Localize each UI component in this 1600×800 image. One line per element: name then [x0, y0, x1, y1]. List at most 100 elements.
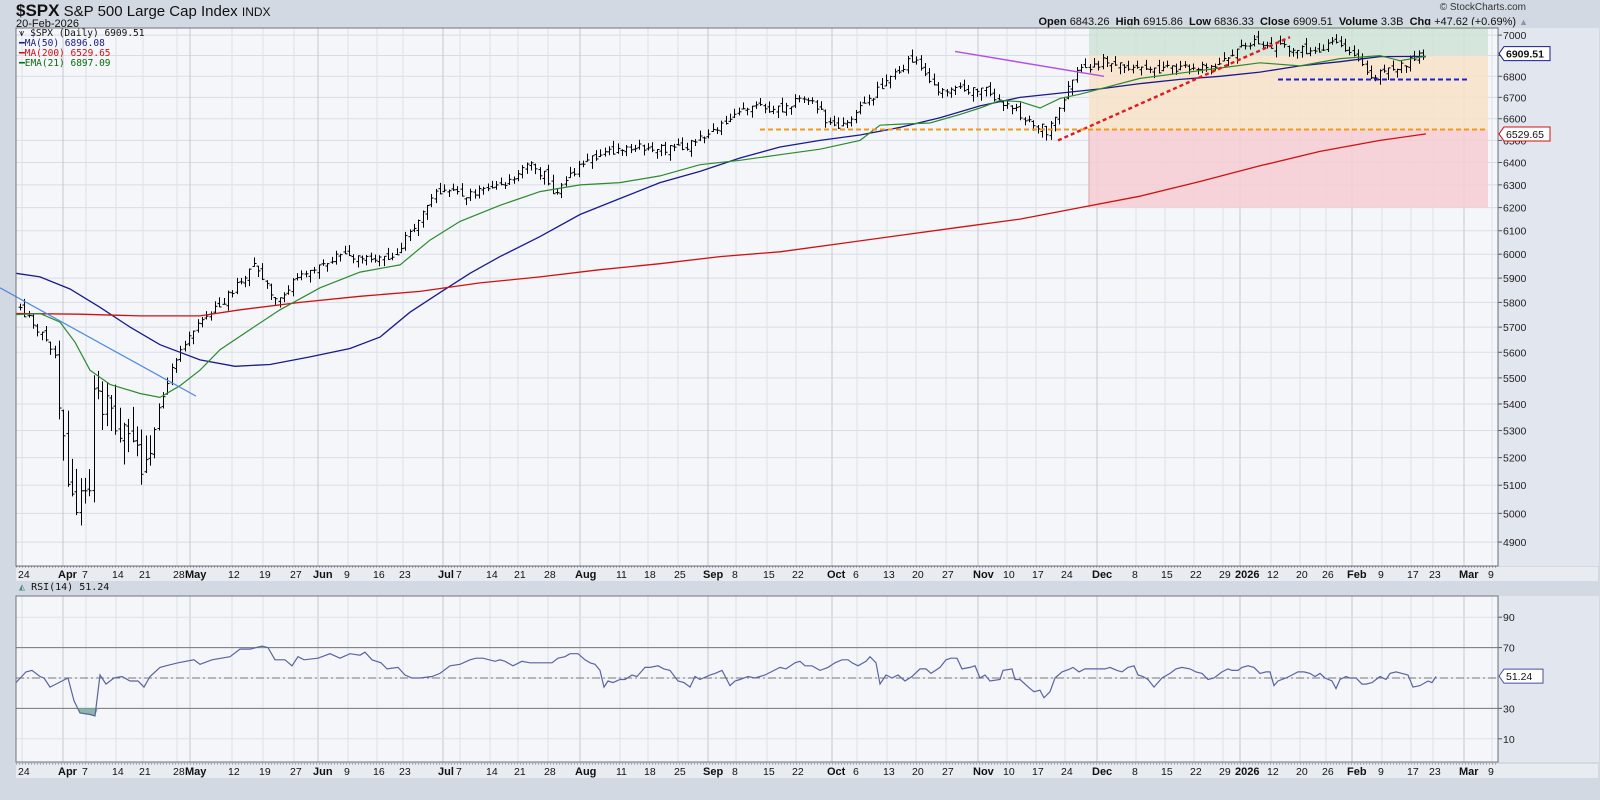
svg-text:8: 8	[732, 569, 738, 581]
svg-text:6: 6	[853, 569, 859, 581]
svg-text:70: 70	[1503, 643, 1515, 655]
svg-text:16: 16	[373, 766, 385, 778]
svg-text:8: 8	[1132, 766, 1138, 778]
svg-text:2026: 2026	[1235, 569, 1259, 581]
svg-text:5800: 5800	[1503, 297, 1527, 309]
svg-text:9: 9	[1378, 766, 1384, 778]
svg-text:6100: 6100	[1503, 226, 1527, 238]
svg-text:17: 17	[1407, 569, 1419, 581]
svg-text:23: 23	[1429, 569, 1441, 581]
svg-text:15: 15	[1161, 766, 1173, 778]
svg-text:23: 23	[399, 766, 411, 778]
svg-text:20: 20	[1296, 569, 1308, 581]
svg-text:May: May	[185, 766, 207, 778]
svg-text:Aug: Aug	[575, 766, 596, 778]
svg-text:15: 15	[763, 569, 775, 581]
chart-title: $SPX S&P 500 Large Cap Index INDX	[16, 1, 271, 21]
svg-text:10: 10	[1003, 766, 1015, 778]
legend-price-text: $SPX (Daily) 6909.51	[30, 28, 145, 39]
svg-text:17: 17	[1032, 569, 1044, 581]
svg-text:17: 17	[1032, 766, 1044, 778]
bar-chart-icon: ⩛	[19, 28, 25, 39]
svg-text:9: 9	[1488, 569, 1494, 581]
svg-text:27: 27	[290, 766, 302, 778]
svg-text:16: 16	[373, 569, 385, 581]
rsi-legend: ◭ RSI(14) 51.24	[19, 582, 109, 593]
svg-text:7: 7	[456, 569, 462, 581]
svg-text:29: 29	[1219, 569, 1231, 581]
svg-text:Sep: Sep	[703, 569, 723, 581]
svg-text:Mar: Mar	[1459, 766, 1479, 778]
svg-text:6529.65: 6529.65	[1506, 129, 1544, 141]
svg-text:6: 6	[853, 766, 859, 778]
symbol: $SPX	[16, 1, 60, 20]
legend-ma50-text: MA(50) 6896.08	[24, 38, 105, 49]
svg-text:Dec: Dec	[1092, 766, 1112, 778]
chart-date: 20-Feb-2026	[16, 18, 79, 30]
svg-text:22: 22	[1190, 766, 1202, 778]
svg-text:21: 21	[139, 569, 151, 581]
open-label: Open	[1038, 16, 1067, 28]
svg-text:24: 24	[1061, 569, 1073, 581]
svg-text:5900: 5900	[1503, 273, 1527, 285]
svg-text:6400: 6400	[1503, 157, 1527, 169]
svg-text:6700: 6700	[1503, 92, 1527, 104]
svg-text:13: 13	[883, 569, 895, 581]
svg-text:19: 19	[259, 569, 271, 581]
svg-text:24: 24	[1061, 766, 1073, 778]
svg-text:29: 29	[1219, 766, 1231, 778]
svg-text:12: 12	[228, 766, 240, 778]
svg-text:6800: 6800	[1503, 71, 1527, 83]
svg-text:Aug: Aug	[575, 569, 596, 581]
svg-text:Apr: Apr	[58, 766, 78, 778]
svg-text:7000: 7000	[1503, 30, 1527, 42]
svg-text:5600: 5600	[1503, 347, 1527, 359]
brand: © StockCharts.com	[1439, 2, 1526, 13]
svg-text:14: 14	[112, 766, 124, 778]
svg-text:12: 12	[1267, 569, 1279, 581]
svg-text:20: 20	[912, 766, 924, 778]
svg-text:21: 21	[514, 569, 526, 581]
svg-text:23: 23	[399, 569, 411, 581]
svg-text:7: 7	[82, 766, 88, 778]
svg-text:6909.51: 6909.51	[1506, 49, 1544, 61]
svg-text:7: 7	[456, 766, 462, 778]
svg-text:5300: 5300	[1503, 426, 1527, 438]
svg-text:24: 24	[18, 766, 30, 778]
svg-text:5200: 5200	[1503, 453, 1527, 465]
svg-text:Mar: Mar	[1459, 569, 1479, 581]
svg-text:15: 15	[1161, 569, 1173, 581]
svg-text:28: 28	[173, 569, 185, 581]
rsi-icon: ◭	[19, 582, 26, 593]
svg-text:22: 22	[792, 766, 804, 778]
svg-text:13: 13	[883, 766, 895, 778]
svg-text:14: 14	[112, 569, 124, 581]
svg-text:8: 8	[732, 766, 738, 778]
svg-text:22: 22	[792, 569, 804, 581]
collapse-arrow-icon[interactable]: ▲	[1519, 17, 1528, 27]
svg-text:7: 7	[82, 569, 88, 581]
svg-text:2026: 2026	[1235, 766, 1259, 778]
rsi-value-tag: 51.24	[1498, 668, 1544, 684]
svg-text:Feb: Feb	[1347, 569, 1367, 581]
svg-text:20: 20	[912, 569, 924, 581]
svg-text:30: 30	[1503, 703, 1515, 715]
svg-text:21: 21	[139, 766, 151, 778]
svg-text:9: 9	[1488, 766, 1494, 778]
svg-text:Nov: Nov	[973, 569, 995, 581]
svg-text:90: 90	[1503, 612, 1515, 624]
svg-text:9: 9	[344, 766, 350, 778]
svg-text:5500: 5500	[1503, 373, 1527, 385]
svg-text:27: 27	[942, 766, 954, 778]
legend-ma200: ━MA(200) 6529.65	[19, 48, 111, 59]
svg-text:11: 11	[616, 569, 627, 581]
svg-text:10: 10	[1503, 734, 1515, 746]
svg-text:18: 18	[644, 569, 656, 581]
svg-text:9: 9	[1378, 569, 1384, 581]
svg-text:9: 9	[344, 569, 350, 581]
svg-text:27: 27	[290, 569, 302, 581]
svg-text:19: 19	[259, 766, 271, 778]
svg-text:Jul: Jul	[438, 766, 454, 778]
svg-text:26: 26	[1322, 569, 1334, 581]
